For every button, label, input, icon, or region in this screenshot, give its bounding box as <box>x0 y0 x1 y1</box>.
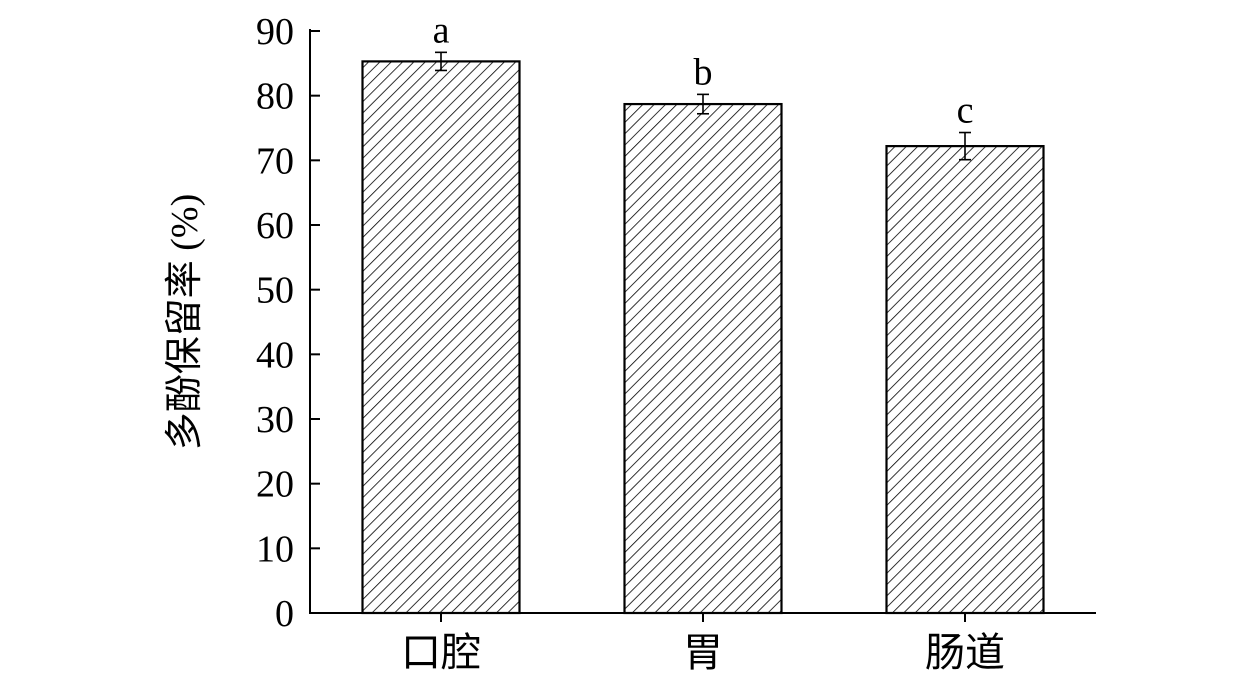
bar <box>361 60 521 615</box>
y-tick-label: 30 <box>256 399 294 441</box>
significance-label: a <box>433 9 450 51</box>
y-axis-title: 多酚保留率 (%) <box>164 194 206 450</box>
bar <box>623 102 783 615</box>
labels: 0 10 20 30 40 50 60 70 80 90 a 口腔 b 胃 c 肠道 <box>256 9 1005 675</box>
y-tick-label: 90 <box>256 11 294 53</box>
y-tick-label: 80 <box>256 76 294 118</box>
y-tick-label: 70 <box>256 140 294 182</box>
bar <box>885 145 1045 615</box>
x-category-label: 肠道 <box>925 630 1005 675</box>
y-tick-label: 0 <box>275 593 294 635</box>
x-category-label: 口腔 <box>401 630 481 675</box>
y-tick-label: 40 <box>256 334 294 376</box>
y-tick-label: 60 <box>256 205 294 247</box>
significance-label: c <box>957 90 974 132</box>
y-tick-label: 50 <box>256 270 294 312</box>
x-category-label: 胃 <box>683 630 723 675</box>
y-tick-label: 10 <box>256 528 294 570</box>
bars <box>361 51 1045 615</box>
significance-label: b <box>694 51 713 93</box>
y-tick-label: 20 <box>256 464 294 506</box>
